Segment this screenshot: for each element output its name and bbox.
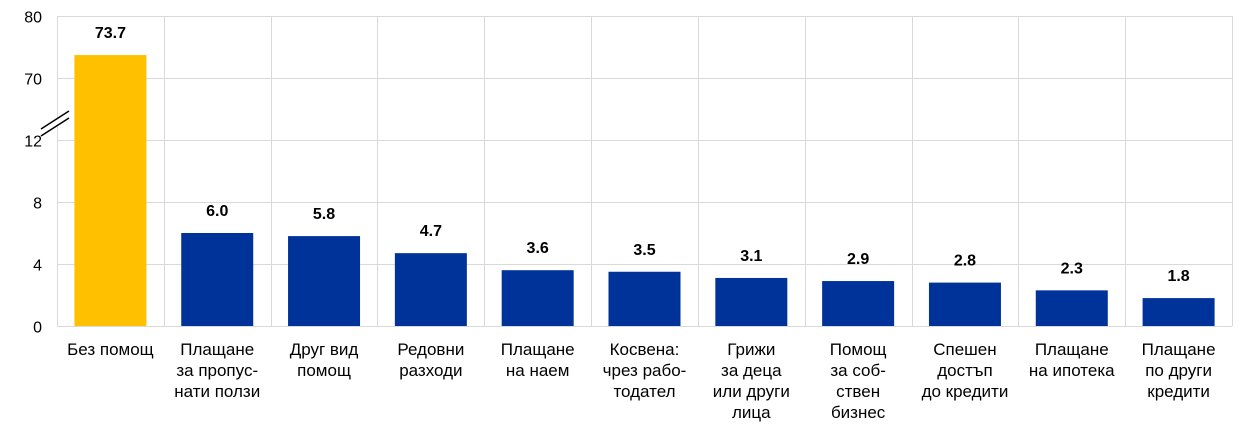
data-label: 3.5	[633, 242, 655, 259]
category-label-line: Редовни	[397, 340, 464, 359]
category-label-line: по други	[1145, 361, 1212, 380]
category-label-line: Плащане	[180, 340, 254, 359]
value-labels: 73.7 6.0 5.8 4.7 3.6 3.5 3.1 2.9 2.8 2.3 1.8	[95, 25, 1190, 285]
axis-break-stroke	[40, 117, 70, 137]
data-label: 2.9	[847, 251, 869, 268]
category-label: Без помощ	[67, 340, 154, 359]
y-tick-label: 80	[24, 10, 42, 27]
category-label: Грижи за деца или други лица	[713, 340, 790, 422]
category-label: Плащане по други кредити	[1142, 340, 1216, 401]
category-label-line: или други	[713, 382, 790, 401]
category-label-line: ствен	[836, 382, 880, 401]
axis-break-gap	[41, 111, 69, 137]
data-label: 4.7	[420, 223, 442, 240]
axis-break-stroke	[40, 110, 70, 130]
category-label: Спешен достъп до кредити	[922, 340, 1009, 401]
category-label-line: Плащане	[1142, 340, 1216, 359]
bar	[1142, 298, 1215, 326]
bars	[74, 55, 1215, 327]
y-tick-label: 0	[33, 320, 42, 337]
category-label-line: Плащане	[501, 340, 575, 359]
category-label: Плащане на ипотека	[1029, 340, 1115, 380]
category-label-line: чрез рабо-	[603, 361, 687, 380]
bar	[501, 270, 574, 326]
category-label: Помощ за соб-ствен бизнес	[830, 340, 887, 422]
category-label: Редовни разходи	[397, 340, 464, 380]
bar	[608, 271, 681, 326]
category-label-line: Плащане	[1035, 340, 1109, 359]
y-tick-label: 8	[33, 196, 42, 213]
category-label-line: за деца	[721, 361, 782, 380]
category-label-line: Друг вид	[290, 340, 359, 359]
category-label-line: бизнес	[831, 403, 886, 422]
bar	[928, 282, 1001, 326]
data-label: 3.6	[527, 240, 549, 257]
bar	[288, 236, 361, 326]
data-label: 5.8	[313, 206, 335, 223]
y-tick-label: 12	[24, 134, 42, 151]
category-label-line: Спешен	[933, 340, 996, 359]
category-label-line: лица	[732, 403, 771, 422]
category-label-line: нати ползи	[174, 382, 260, 401]
bar	[74, 55, 147, 327]
category-label-line: Без помощ	[67, 340, 154, 359]
grid-lines	[57, 16, 1233, 327]
category-label-line: кредити	[1147, 382, 1210, 401]
category-label-line: за пропус-	[176, 361, 258, 380]
bar	[394, 253, 467, 326]
data-label: 6.0	[206, 203, 228, 220]
category-label-line: Косвена:	[610, 340, 680, 359]
category-label-line: за соб-	[830, 361, 886, 380]
category-label-line: достъп	[937, 361, 993, 380]
bar	[181, 233, 254, 326]
data-label: 1.8	[1167, 268, 1189, 285]
y-tick-label: 4	[33, 258, 42, 275]
y-tick-label: 70	[24, 72, 42, 89]
category-labels: Без помощ Плащане за пропус-нати ползи Друг…	[67, 340, 1215, 422]
axis-break-marker	[40, 110, 70, 137]
data-label: 2.3	[1061, 260, 1083, 277]
category-label-line: Грижи	[727, 340, 775, 359]
category-label-line: помощ	[297, 361, 351, 380]
y-axis: 0 4 8 12 70 80	[24, 10, 42, 337]
bar	[1035, 290, 1108, 326]
category-label: Косвена: чрез рабо-тодател	[603, 340, 687, 401]
category-label-line: разходи	[399, 361, 462, 380]
category-label: Плащане за пропус-нати ползи	[174, 340, 260, 401]
category-label-line: тодател	[613, 382, 675, 401]
category-label-line: на ипотека	[1029, 361, 1115, 380]
category-label: Друг вид помощ	[290, 340, 359, 380]
data-label: 2.8	[954, 253, 976, 270]
data-label: 3.1	[740, 248, 762, 265]
bar	[715, 277, 788, 326]
data-label: 73.7	[95, 25, 126, 42]
category-label-line: Помощ	[830, 340, 887, 359]
bar	[822, 281, 895, 326]
category-label: Плащане на наем	[501, 340, 575, 380]
category-label-line: на наем	[506, 361, 570, 380]
category-label-line: до кредити	[922, 382, 1009, 401]
